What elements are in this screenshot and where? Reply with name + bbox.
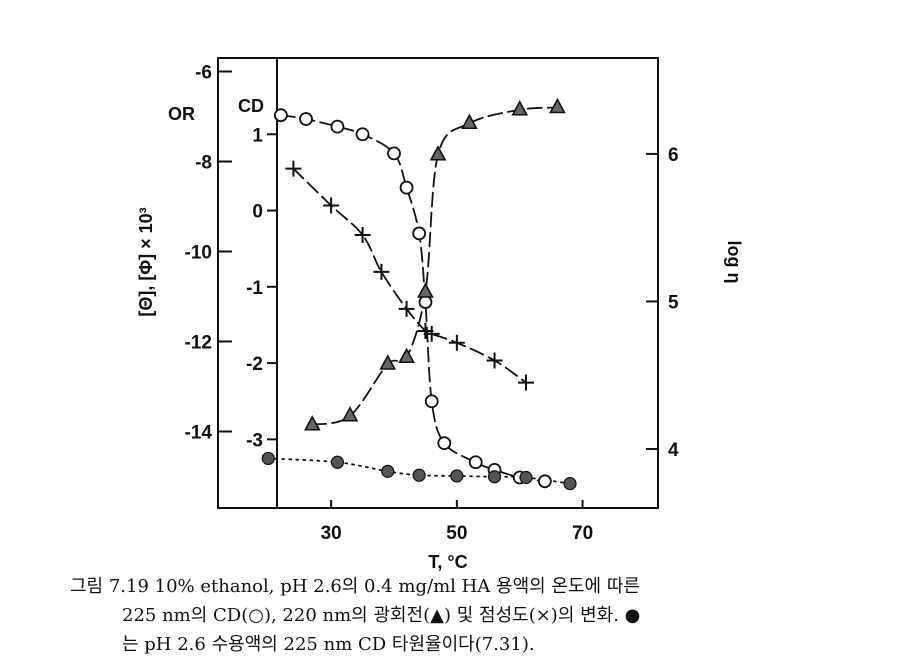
plus-point <box>323 197 340 214</box>
log-eta-tick-label: 6 <box>668 145 679 166</box>
or-tick-label: -8 <box>195 153 212 174</box>
filled-circle-point <box>450 469 464 483</box>
figure-caption: 그림 7.19 10% ethanol, pH 2.6의 0.4 mg/ml H… <box>70 572 885 659</box>
triangle-point <box>398 347 415 364</box>
open-circle-point <box>273 108 288 123</box>
filled-circle-point <box>487 470 502 484</box>
open-circle-point <box>412 226 427 241</box>
or-tick-label: -10 <box>185 243 212 264</box>
plus-point <box>354 227 371 244</box>
filled-circle-point <box>381 464 395 478</box>
x-tick-label: 70 <box>572 523 593 544</box>
log-eta-tick-label: 4 <box>668 440 679 461</box>
filled-circle-point <box>412 468 426 482</box>
cd-tick-label: -3 <box>246 430 263 451</box>
x-tick-label: 50 <box>446 523 467 544</box>
open-circle-point <box>537 474 552 489</box>
caption-line-1: 그림 7.19 10% ethanol, pH 2.6의 0.4 mg/ml H… <box>70 576 640 597</box>
plus-point <box>398 300 415 317</box>
open-circle-point <box>299 112 313 126</box>
or-tick-label: -6 <box>195 63 212 84</box>
open-circle-point <box>387 146 401 161</box>
x-axis-title: T, °C <box>428 552 467 572</box>
open-circle-point <box>437 436 452 451</box>
cd-tick-label: 0 <box>252 202 263 223</box>
caption-line-2: 225 nm의 CD(○), 220 nm의 광회전(▲) 및 점성도(×)의 … <box>122 605 641 626</box>
caption-line-3: 는 pH 2.6 수용액의 225 nm CD 타원율이다(7.31). <box>122 634 535 655</box>
plus-point <box>285 160 302 177</box>
x-tick-label: 30 <box>321 523 342 544</box>
triangle-point <box>429 145 447 161</box>
log-eta-tick-label: 5 <box>668 292 679 313</box>
open-circle-point <box>418 295 433 309</box>
or-tick-label: -14 <box>185 423 213 444</box>
open-circle-point <box>399 180 414 195</box>
open-circle-point <box>468 455 483 470</box>
filled-circle-point <box>563 476 577 491</box>
plot-frame <box>217 57 659 509</box>
plus-point <box>373 263 390 280</box>
cd-axis-title: CD <box>238 96 264 116</box>
triangle-point <box>341 406 359 422</box>
log-eta-axis-title: log η <box>724 241 744 284</box>
cd-tick-label: -1 <box>246 278 263 299</box>
filled-circle-point <box>261 451 275 466</box>
plus-point <box>518 374 534 391</box>
plus-point <box>486 352 503 369</box>
filled-circle-point <box>330 455 345 469</box>
series-line-plus <box>292 167 527 384</box>
left-axis-title: [Θ], [Φ] × 10³ <box>136 207 156 316</box>
or-tick-label: -12 <box>185 333 212 354</box>
triangle-point <box>549 97 566 114</box>
or-axis-title: OR <box>168 104 195 124</box>
plus-point <box>448 334 465 351</box>
open-circle-point <box>355 127 370 142</box>
triangle-point <box>417 282 434 298</box>
series-line-open-circle <box>280 114 546 483</box>
cd-tick-label: -2 <box>246 354 263 375</box>
open-circle-point <box>330 119 345 134</box>
triangle-point <box>511 100 529 116</box>
cd-tick-label: 1 <box>252 125 263 146</box>
triangle-point <box>461 113 478 130</box>
temperature-chart: 30 50 70 -6 -8 -10 -12 -14 1 0 -1 -2 -3 6 5 4 OR CD [Θ]… <box>136 57 744 572</box>
plus-point <box>423 325 440 342</box>
triangle-point <box>379 354 397 370</box>
chart-area: 30 50 70 -6 -8 -10 -12 -14 1 0 -1 -2 -3 6 5 4 OR CD [Θ]… <box>136 57 744 572</box>
filled-circle-point <box>519 470 533 485</box>
triangle-point <box>303 415 321 431</box>
open-circle-point <box>424 394 439 409</box>
